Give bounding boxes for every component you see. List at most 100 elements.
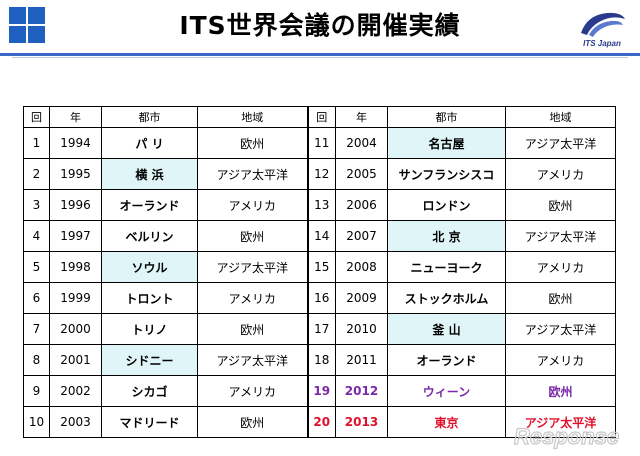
cell-num: 19 — [306, 375, 336, 407]
table-body: 回 年 都市 地域 回 年 都市 地域 1 1994 パ リ欧州 11 2004 名古屋ア… — [23, 106, 616, 438]
cell-region: 欧州 — [197, 220, 308, 252]
cell-num: 4 — [23, 220, 50, 252]
cell-region: アメリカ — [505, 344, 616, 376]
cell-region: アメリカ — [197, 189, 308, 221]
cell-region: アメリカ — [505, 251, 616, 283]
cell-region: アジア太平洋 — [197, 344, 308, 376]
cell-num: 17 — [306, 313, 336, 345]
brand-squares-logo — [9, 7, 65, 45]
header-rule — [0, 53, 640, 56]
watermark-text: Response — [514, 424, 619, 449]
header-num: 回 — [23, 106, 50, 128]
cell-num: 9 — [23, 375, 50, 407]
cell-year: 2012 — [335, 375, 388, 407]
its-japan-caption: ITS Japan — [583, 39, 621, 48]
cell-region: アジア太平洋 — [505, 220, 616, 252]
cell-year: 1999 — [49, 282, 102, 314]
cell-region: 欧州 — [505, 189, 616, 221]
cell-year: 1995 — [49, 158, 102, 190]
cell-year: 2007 — [335, 220, 388, 252]
cell-region: アメリカ — [505, 158, 616, 190]
cell-num: 15 — [306, 251, 336, 283]
cell-year: 2008 — [335, 251, 388, 283]
cell-city: ニューヨーク — [387, 251, 506, 283]
cell-region: アジア太平洋 — [197, 158, 308, 190]
table-row: 6 1999 トロント アメリカ 16 2009 ストックホルム 欧州 — [23, 282, 616, 314]
cell-year: 2006 — [335, 189, 388, 221]
its-congress-table: 回 年 都市 地域 回 年 都市 地域 1 1994 パ リ欧州 11 2004 名古屋ア… — [23, 106, 616, 438]
cell-region: アメリカ — [197, 282, 308, 314]
header-year: 年 — [49, 106, 102, 128]
cell-year: 1998 — [49, 251, 102, 283]
cell-year: 2000 — [49, 313, 102, 345]
cell-city: シカゴ — [101, 375, 198, 407]
cell-num: 1 — [23, 127, 50, 159]
cell-city: 釜 山 — [387, 313, 506, 345]
cell-city: オーランド — [101, 189, 198, 221]
cell-city: マドリード — [101, 406, 198, 438]
table-row: 9 2002 シカゴ アメリカ 19 2012 ウィーン 欧州 — [23, 375, 616, 407]
cell-city: オーランド — [387, 344, 506, 376]
cell-city: サンフランシスコ — [387, 158, 506, 190]
cell-num: 10 — [23, 406, 50, 438]
cell-city: ロンドン — [387, 189, 506, 221]
cell-num: 13 — [306, 189, 336, 221]
response-watermark: Response — [510, 418, 634, 452]
cell-year: 2005 — [335, 158, 388, 190]
table-row: 4 1997 ベルリン 欧州 14 2007 北 京アジア太平洋 — [23, 220, 616, 252]
cell-region: 欧州 — [505, 282, 616, 314]
cell-num: 12 — [306, 158, 336, 190]
cell-year: 1997 — [49, 220, 102, 252]
header-region: 地域 — [505, 106, 616, 128]
table-row: 2 1995 横 浜アジア太平洋 12 2005 サンフランシスコ アメリカ — [23, 158, 616, 190]
cell-year: 2010 — [335, 313, 388, 345]
header-region: 地域 — [197, 106, 308, 128]
header-city: 都市 — [387, 106, 506, 128]
cell-city: ソウル — [101, 251, 198, 283]
cell-num: 2 — [23, 158, 50, 190]
cell-city: 北 京 — [387, 220, 506, 252]
cell-region: 欧州 — [197, 313, 308, 345]
cell-region: 欧州 — [197, 406, 308, 438]
cell-num: 16 — [306, 282, 336, 314]
header-rule-thin — [12, 57, 628, 58]
cell-region: アジア太平洋 — [505, 127, 616, 159]
cell-year: 1994 — [49, 127, 102, 159]
cell-num: 3 — [23, 189, 50, 221]
cell-region: 欧州 — [197, 127, 308, 159]
cell-region: アジア太平洋 — [197, 251, 308, 283]
cell-num: 14 — [306, 220, 336, 252]
cell-year: 1996 — [49, 189, 102, 221]
cell-city: 横 浜 — [101, 158, 198, 190]
cell-year: 2009 — [335, 282, 388, 314]
cell-num: 11 — [306, 127, 336, 159]
cell-num: 20 — [306, 406, 336, 438]
cell-num: 7 — [23, 313, 50, 345]
cell-num: 8 — [23, 344, 50, 376]
cell-num: 6 — [23, 282, 50, 314]
cell-year: 2013 — [335, 406, 388, 438]
table-row: 5 1998 ソウル アジア太平洋 15 2008 ニューヨーク アメリカ — [23, 251, 616, 283]
cell-region: アメリカ — [197, 375, 308, 407]
cell-year: 2003 — [49, 406, 102, 438]
cell-num: 18 — [306, 344, 336, 376]
cell-city: 東京 — [387, 406, 506, 438]
cell-city: ベルリン — [101, 220, 198, 252]
table-row: 1 1994 パ リ欧州 11 2004 名古屋 アジア太平洋 — [23, 127, 616, 159]
page-title: ITS世界会議の開催実績 — [179, 11, 461, 40]
table-row: 3 1996 オーランド アメリカ 13 2006 ロンドン 欧州 — [23, 189, 616, 221]
cell-region: アジア太平洋 — [505, 406, 616, 438]
header-year: 年 — [335, 106, 388, 128]
cell-city: ウィーン — [387, 375, 506, 407]
cell-region: 欧州 — [505, 375, 616, 407]
header-num: 回 — [306, 106, 336, 128]
table-header-row: 回 年 都市 地域 回 年 都市 地域 — [23, 106, 616, 128]
cell-city: シドニー — [101, 344, 198, 376]
table-row: 8 2001 シドニー アジア太平洋 18 2011 オーランド アメリカ — [23, 344, 616, 376]
cell-year: 2004 — [335, 127, 388, 159]
cell-year: 2001 — [49, 344, 102, 376]
header-city: 都市 — [101, 106, 198, 128]
cell-city: 名古屋 — [387, 127, 506, 159]
cell-year: 2011 — [335, 344, 388, 376]
table-row: 7 2000 トリノ 欧州 17 2010 釜 山アジア太平洋 — [23, 313, 616, 345]
